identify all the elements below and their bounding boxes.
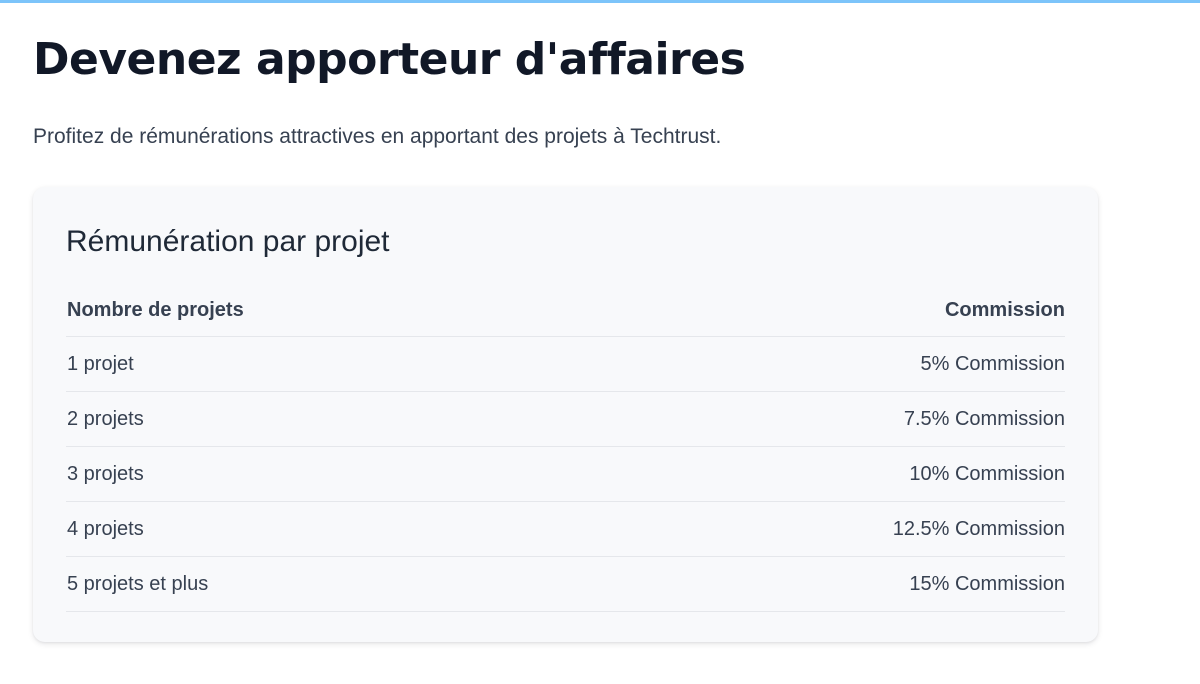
column-header-commission: Commission xyxy=(571,283,1065,337)
remuneration-card: Rémunération par projet Nombre de projet… xyxy=(33,187,1098,642)
page-subtitle: Profitez de rémunérations attractives en… xyxy=(33,125,722,148)
page-title: Devenez apporteur d'affaires xyxy=(33,34,746,85)
row-commission-cell: 10% Commission xyxy=(571,446,1065,502)
row-projects-cell: 3 projets xyxy=(66,446,572,502)
table-row: 5 projets et plus 15% Commission xyxy=(66,556,1065,612)
row-commission-cell: 7.5% Commission xyxy=(571,391,1065,447)
table-row: 1 projet 5% Commission xyxy=(66,336,1065,392)
table-row: 3 projets 10% Commission xyxy=(66,446,1065,502)
commission-table: Nombre de projets Commission 1 projet 5%… xyxy=(66,283,1065,612)
column-header-projects: Nombre de projets xyxy=(66,283,572,337)
row-commission-cell: 15% Commission xyxy=(571,556,1065,612)
table-header-row: Nombre de projets Commission xyxy=(66,283,1065,337)
row-commission-cell: 12.5% Commission xyxy=(571,501,1065,557)
row-projects-cell: 1 projet xyxy=(66,336,572,392)
row-commission-cell: 5% Commission xyxy=(571,336,1065,392)
top-accent-bar xyxy=(0,0,1200,3)
row-projects-cell: 4 projets xyxy=(66,501,572,557)
row-projects-cell: 2 projets xyxy=(66,391,572,447)
row-projects-cell: 5 projets et plus xyxy=(66,556,572,612)
table-row: 4 projets 12.5% Commission xyxy=(66,501,1065,557)
card-title: Rémunération par projet xyxy=(66,225,390,258)
table-row: 2 projets 7.5% Commission xyxy=(66,391,1065,447)
